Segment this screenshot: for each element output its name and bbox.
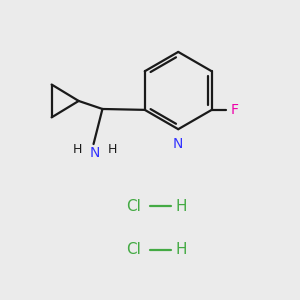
Text: F: F (230, 103, 238, 117)
Text: H: H (175, 199, 187, 214)
Text: N: N (90, 146, 100, 161)
Text: Cl: Cl (126, 199, 141, 214)
Text: H: H (175, 242, 187, 257)
Text: Cl: Cl (126, 242, 141, 257)
Text: H: H (108, 143, 118, 157)
Text: N: N (173, 136, 183, 151)
Text: H: H (73, 143, 82, 157)
